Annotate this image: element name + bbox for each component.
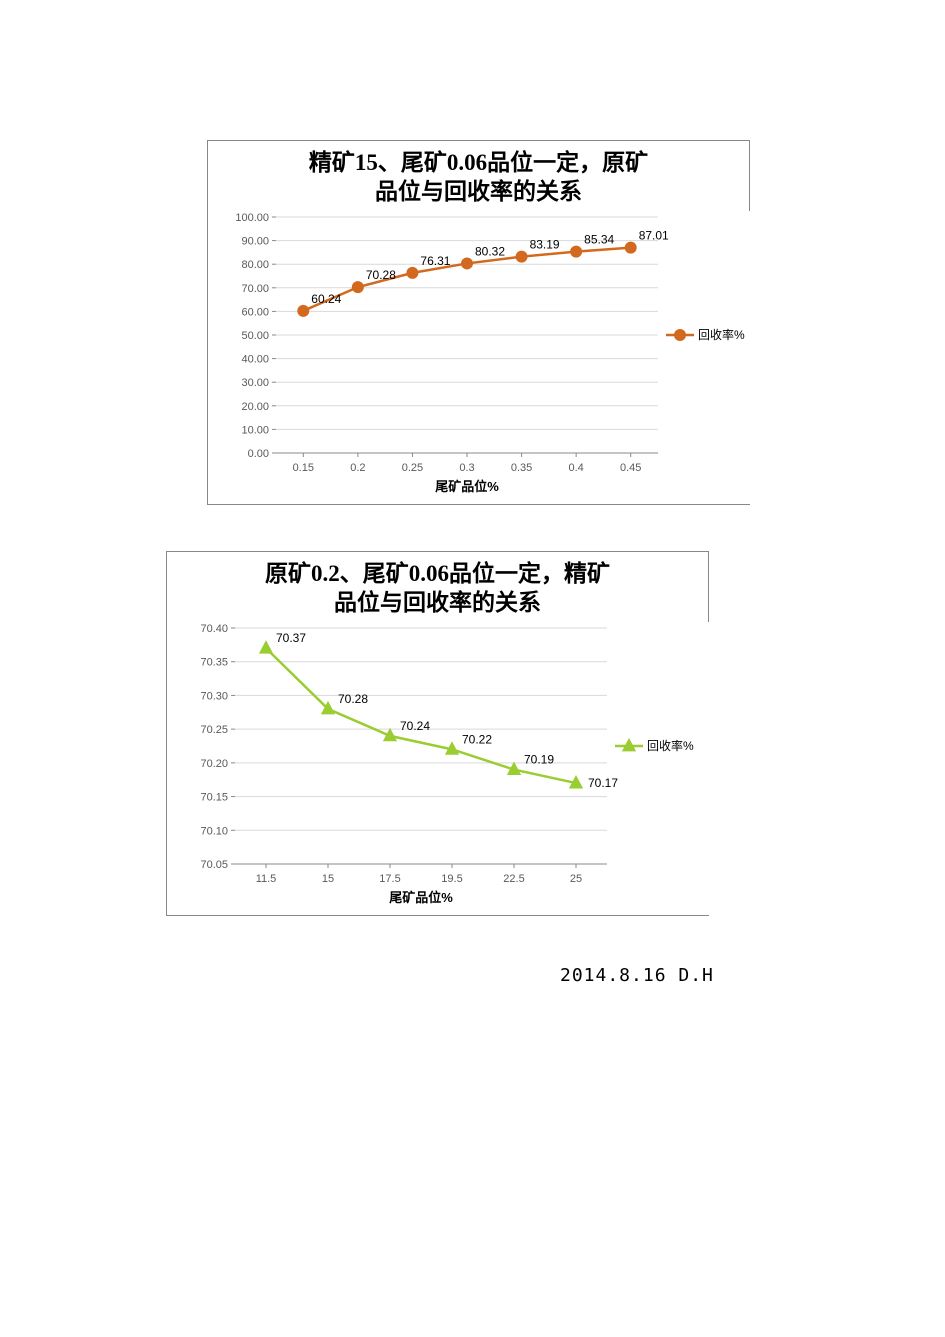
y-tick-label: 80.00 [241,259,269,271]
y-tick-label: 100.00 [235,212,269,224]
chart-bg [167,622,710,915]
x-tick-label: 11.5 [256,873,277,885]
x-tick-label: 0.2 [350,462,365,474]
y-tick-label: 60.00 [241,306,269,318]
chart2-plot: 70.05 70.10 70.15 70.20 70.25 70.30 70.35 70.40… [167,622,710,915]
data-label: 85.34 [584,233,614,247]
data-label: 70.28 [338,692,368,706]
chart2-title-line2: 品位与回收率的关系 [334,590,541,615]
series-marker [407,267,418,278]
y-tick-label: 70.20 [200,758,228,770]
legend-marker [675,330,686,341]
y-tick-label: 70.35 [200,657,228,669]
y-tick-label: 30.00 [241,377,269,389]
y-tick-label: 40.00 [241,354,269,366]
x-tick-label: 17.5 [379,873,400,885]
chart1-plot: 0.00 10.00 20.00 30.00 40.00 50.00 60.00 70.00 8… [208,211,751,504]
series-marker [298,305,309,316]
y-tick-label: 90.00 [241,236,269,248]
x-tick-label: 0.4 [568,462,583,474]
y-tick-label: 70.10 [200,825,228,837]
x-tick-label: 0.35 [511,462,532,474]
y-tick-label: 70.05 [200,859,228,871]
x-tick-label: 15 [322,873,334,885]
x-tick-label: 0.15 [293,462,314,474]
x-axis-label: 尾矿品位% [435,479,499,494]
chart2-title-line1: 原矿0.2、尾矿0.06品位一定，精矿 [265,561,610,586]
legend-label: 回收率% [698,327,745,342]
footer-text: 2014.8.16 D.H [560,965,714,986]
series-marker [352,282,363,293]
y-tick-label: 50.00 [241,330,269,342]
series-marker [571,246,582,257]
x-tick-label: 0.25 [402,462,423,474]
data-label: 80.32 [475,244,505,258]
y-tick-label: 20.00 [241,401,269,413]
x-axis-label: 尾矿品位% [389,890,453,905]
data-label: 70.17 [588,776,618,790]
data-label: 60.24 [311,292,341,306]
data-label: 70.24 [400,719,430,733]
page: 精矿15、尾矿0.06品位一定，原矿 品位与回收率的关系 0.00 10.00 20… [0,0,945,1337]
chart1-title-line1: 精矿15、尾矿0.06品位一定，原矿 [309,150,648,175]
x-tick-label: 0.45 [620,462,641,474]
y-tick-label: 70.25 [200,724,228,736]
chart2-title: 原矿0.2、尾矿0.06品位一定，精矿 品位与回收率的关系 [167,552,708,618]
series-marker [625,242,636,253]
series-marker [462,258,473,269]
y-tick-label: 70.30 [200,690,228,702]
y-tick-label: 70.15 [200,792,228,804]
x-tick-label: 25 [570,873,582,885]
series-marker [516,251,527,262]
data-label: 70.19 [524,753,554,767]
chart1-container: 精矿15、尾矿0.06品位一定，原矿 品位与回收率的关系 0.00 10.00 20… [207,140,750,505]
data-label: 87.01 [639,229,669,243]
y-tick-label: 70.00 [241,283,269,295]
legend-label: 回收率% [647,738,694,753]
chart1-title: 精矿15、尾矿0.06品位一定，原矿 品位与回收率的关系 [208,141,749,207]
x-tick-label: 0.3 [459,462,474,474]
x-tick-label: 19.5 [441,873,462,885]
y-tick-label: 0.00 [248,448,269,460]
x-tick-label: 22.5 [503,873,524,885]
data-label: 70.37 [276,631,306,645]
y-tick-label: 70.40 [200,623,228,635]
y-tick-label: 10.00 [241,424,269,436]
chart2-container: 原矿0.2、尾矿0.06品位一定，精矿 品位与回收率的关系 70.05 70.10… [166,551,709,916]
data-label: 70.22 [462,732,492,746]
data-label: 70.28 [366,268,396,282]
chart1-title-line2: 品位与回收率的关系 [375,179,582,204]
data-label: 83.19 [530,238,560,252]
data-label: 76.31 [420,254,450,268]
